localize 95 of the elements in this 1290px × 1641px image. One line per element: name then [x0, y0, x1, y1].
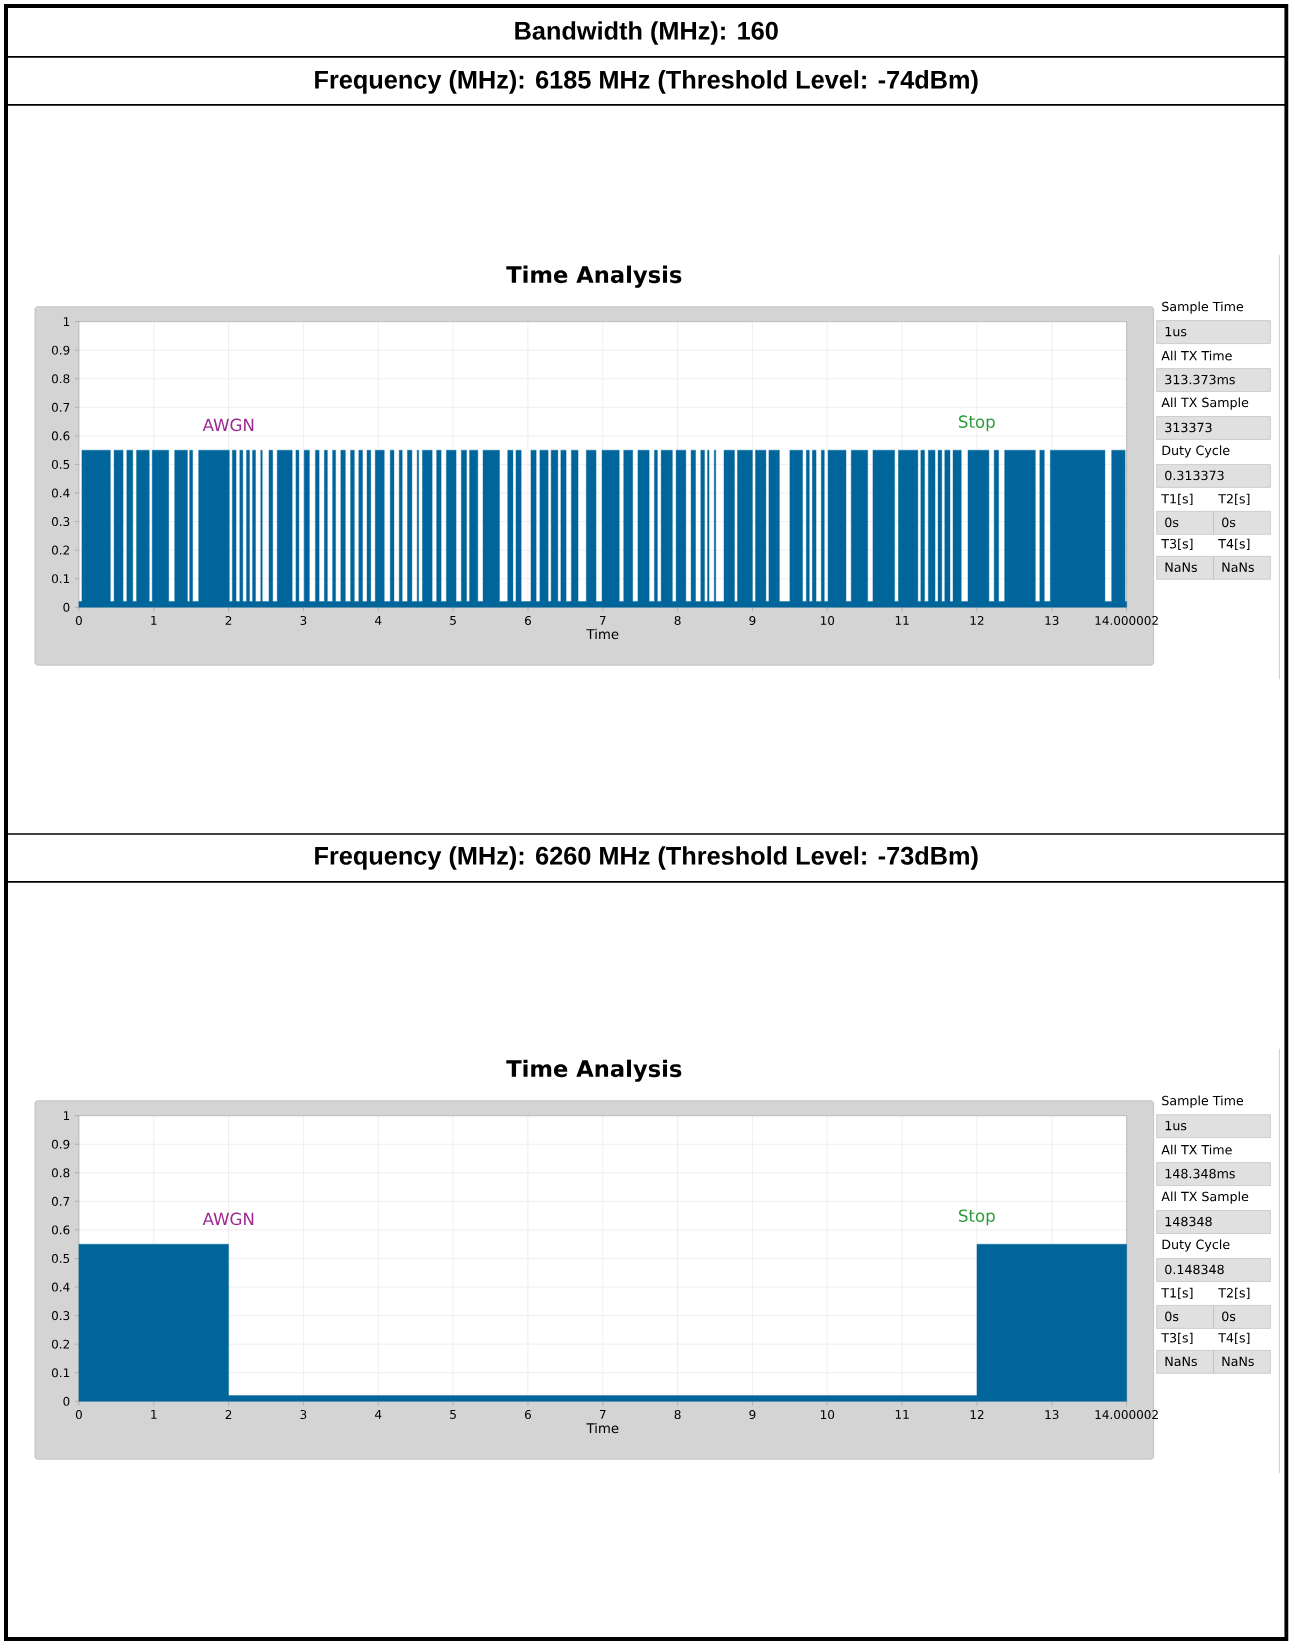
x-tick-label: 7 — [599, 615, 606, 625]
x-tick-label: 10 — [820, 615, 834, 626]
text: 0s — [1221, 517, 1236, 528]
text: 0s — [1164, 1311, 1179, 1322]
text: Frequency (MHz): 6185 MHz (Threshold Level: -74dBm) — [314, 70, 978, 94]
y-tick-label: 0.2 — [51, 545, 69, 555]
text: Bandwidth (MHz): 160 — [515, 21, 778, 45]
text: All TX Sample — [1161, 397, 1248, 410]
text: 1us — [1165, 1120, 1187, 1131]
y-tick-label: 0 — [63, 602, 70, 612]
text: All TX Time — [1161, 1144, 1232, 1155]
y-tick-label: 0.8 — [51, 1168, 70, 1178]
x-tick-label: 13 — [1045, 1410, 1059, 1420]
text: NaNs — [1165, 1356, 1197, 1367]
y-tick-label: 0.9 — [51, 1139, 70, 1149]
y-tick-label: 0.4 — [51, 488, 70, 498]
x-axis-title: Time — [586, 1422, 619, 1434]
x-tick-label: 4 — [374, 615, 382, 625]
y-tick-label: 0.7 — [51, 402, 69, 412]
y-tick-label: 0.2 — [51, 1339, 69, 1349]
text: T4[s] — [1217, 538, 1250, 550]
text: NaNs — [1222, 562, 1254, 573]
x-tick-label: 1 — [151, 1410, 157, 1419]
y-tick-label: 0 — [63, 1396, 70, 1406]
x-tick-label: 0 — [75, 1410, 82, 1420]
text: T1[s] — [1161, 1287, 1193, 1300]
text: All TX Sample — [1161, 1191, 1248, 1204]
x-tick-label: 8 — [674, 1410, 681, 1420]
text: 0.313373 — [1164, 470, 1224, 481]
y-tick-label: 0.3 — [51, 1311, 70, 1321]
text: 313373 — [1165, 422, 1212, 433]
y-tick-label: 0.1 — [51, 574, 69, 584]
annotation: Stop — [958, 1209, 995, 1226]
x-tick-label: 12 — [970, 1410, 984, 1419]
y-tick-label: 0.6 — [51, 431, 70, 441]
text: T2[s] — [1217, 493, 1250, 506]
x-tick-label: 6 — [524, 1410, 531, 1420]
y-tick-label: 0.9 — [51, 345, 70, 355]
chart-title: Time Analysis — [506, 1059, 682, 1082]
y-tick-label: 0.1 — [51, 1368, 69, 1378]
text: Duty Cycle — [1162, 1239, 1230, 1252]
x-tick-label: 14.000002 — [1095, 1410, 1158, 1420]
y-tick-label: 0.5 — [51, 1253, 69, 1264]
text: Duty Cycle — [1162, 445, 1230, 458]
x-tick-label: 12 — [970, 615, 984, 625]
text: 148348 — [1165, 1216, 1212, 1227]
text: T3[s] — [1161, 1332, 1193, 1345]
text: NaNs — [1165, 562, 1197, 573]
text: T3[s] — [1161, 538, 1193, 550]
y-tick-label: 0.6 — [51, 1225, 70, 1235]
y-tick-label: 0.7 — [51, 1196, 69, 1206]
x-tick-label: 0 — [75, 615, 82, 626]
x-tick-label: 4 — [374, 1410, 382, 1419]
x-tick-label: 6 — [524, 615, 531, 626]
x-tick-label: 11 — [895, 1410, 909, 1419]
text: All TX Time — [1161, 350, 1232, 361]
y-tick-label: 1 — [63, 1111, 69, 1121]
x-tick-label: 9 — [749, 1410, 756, 1420]
x-tick-label: 10 — [820, 1410, 834, 1420]
text: T2[s] — [1217, 1287, 1250, 1300]
x-tick-label: 5 — [450, 615, 456, 625]
y-tick-label: 0.8 — [51, 374, 70, 384]
chart-title: Time Analysis — [506, 265, 682, 288]
annotation: AWGN — [202, 1212, 254, 1226]
y-tick-label: 0.5 — [51, 459, 69, 469]
x-tick-label: 5 — [450, 1410, 456, 1419]
text: T1[s] — [1161, 493, 1193, 506]
text: 148.348ms — [1165, 1168, 1235, 1179]
x-tick-label: 3 — [300, 1410, 307, 1420]
x-tick-label: 14.000002 — [1095, 615, 1158, 626]
y-tick-label: 0.3 — [51, 517, 70, 527]
text: T4[s] — [1217, 1332, 1250, 1345]
text: Sample Time — [1161, 301, 1243, 314]
x-tick-label: 11 — [895, 615, 909, 625]
x-tick-label: 1 — [151, 615, 157, 625]
x-tick-label: 2 — [225, 1410, 231, 1419]
x-tick-label: 3 — [300, 615, 307, 626]
x-tick-label: 7 — [599, 1410, 606, 1419]
y-tick-label: 1 — [63, 317, 69, 326]
x-tick-label: 2 — [225, 615, 231, 625]
text: NaNs — [1222, 1356, 1254, 1367]
annotation: Stop — [958, 415, 995, 432]
text: Frequency (MHz): 6260 MHz (Threshold Level: -73dBm) — [314, 846, 978, 870]
text: 0.148348 — [1164, 1264, 1224, 1275]
text: 313.373ms — [1165, 374, 1235, 385]
x-tick-label: 13 — [1045, 615, 1059, 626]
x-axis-title: Time — [586, 628, 619, 640]
text: Sample Time — [1161, 1095, 1243, 1108]
y-tick-label: 0.4 — [51, 1282, 70, 1292]
x-tick-label: 9 — [749, 615, 756, 626]
text: 0s — [1164, 517, 1179, 528]
text: 1us — [1165, 326, 1187, 337]
x-tick-label: 8 — [674, 615, 681, 626]
annotation: AWGN — [202, 418, 254, 432]
text: 0s — [1221, 1311, 1236, 1322]
